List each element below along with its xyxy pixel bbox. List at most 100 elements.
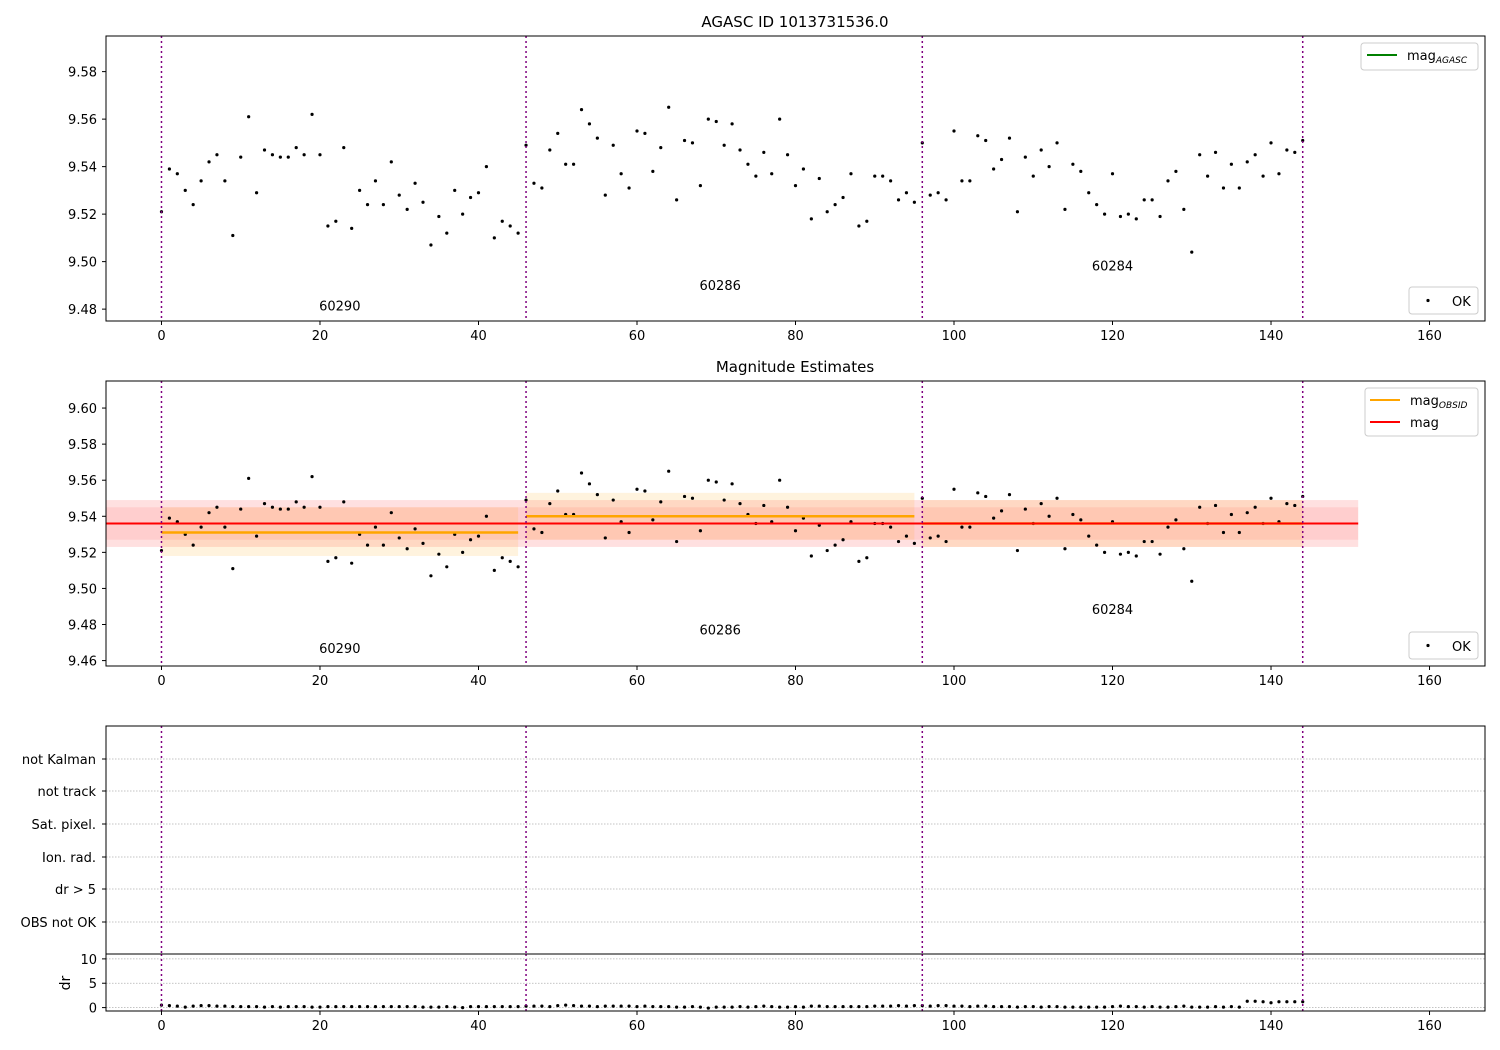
data-point [992,1005,996,1009]
legend-ok: OK [1408,631,1479,660]
data-point [556,489,560,493]
data-point [1102,212,1107,216]
data-point [548,1005,552,1009]
data-point [278,507,282,511]
data-point [437,214,441,219]
data-point [262,148,267,152]
y-tick-label: 9.46 [68,655,97,670]
data-point [651,1005,655,1009]
data-point [540,530,544,535]
data-point [1023,1005,1027,1009]
data-point [1095,1005,1099,1009]
data-point [944,198,948,202]
data-point [976,134,980,138]
data-point [508,224,512,228]
data-point [540,1004,544,1008]
data-point [1158,214,1162,219]
data-point [762,150,766,154]
data-point [358,188,362,192]
data-point [817,523,821,527]
x-tick-label: 80 [787,674,804,689]
data-point [1007,136,1012,140]
data-point [944,539,948,544]
data-point [445,231,449,235]
x-tick-label: 160 [1417,674,1442,689]
data-point [254,1005,259,1009]
y-tick-label: 9.56 [68,474,97,489]
data-point [999,509,1004,513]
data-point [1063,1005,1067,1009]
data-point [1055,1005,1059,1009]
data-point [896,1004,901,1008]
x-tick-label: 120 [1100,329,1125,344]
data-point [627,1004,631,1008]
data-point [350,226,354,230]
data-point [1182,1004,1186,1008]
data-point [611,1004,615,1008]
x-tick-label: 80 [787,1019,804,1034]
data-point [659,1005,663,1009]
x-tick-label: 160 [1417,1019,1442,1034]
y-tick-label: 5 [89,977,97,992]
data-point [952,487,956,491]
data-point [247,476,251,481]
data-point [231,566,235,571]
data-point [952,1004,956,1008]
data-point [627,530,631,535]
data-point [223,525,227,529]
data-point [167,1004,172,1008]
x-tick-label: 120 [1100,674,1125,689]
data-point [254,534,259,538]
data-point [286,155,290,159]
data-point [690,141,695,145]
data-point [1110,172,1115,176]
data-point [1150,198,1154,202]
data-point [564,162,568,166]
data-point [1047,165,1051,169]
data-point [318,1005,322,1009]
data-point [1071,512,1075,517]
data-point [785,505,790,509]
data-point [849,520,853,524]
data-point [690,496,695,500]
data-point [476,1005,481,1009]
data-point [476,534,481,538]
data-point [682,494,687,499]
data-point [1063,547,1067,551]
data-point [746,162,750,166]
data-point [318,153,322,157]
data-point [302,1005,306,1009]
data-point [1269,141,1273,145]
data-point [516,231,520,235]
y-tick-label: 9.54 [68,161,97,176]
data-point [889,525,893,529]
x-tick-label: 20 [312,1019,329,1034]
data-point [191,1004,195,1008]
data-point [698,184,702,188]
data-point [1190,250,1194,254]
data-point [548,148,552,152]
data-point [976,491,980,495]
data-point [1213,503,1218,508]
data-point [183,188,187,192]
data-point [659,500,663,504]
data-point [984,138,988,143]
data-point [310,112,314,116]
data-point [373,525,378,529]
data-point [825,210,829,214]
data-point [468,538,473,542]
data-point [461,212,465,216]
data-point [675,198,679,202]
data-point [579,471,584,475]
data-point [373,1005,378,1009]
data-point [984,494,988,499]
data-point [231,233,235,238]
data-point [302,505,306,509]
data-point [873,1004,877,1008]
data-point [643,1004,647,1008]
data-point [278,1005,282,1009]
data-point [849,1005,853,1009]
data-point [342,146,346,150]
data-point [373,179,378,183]
